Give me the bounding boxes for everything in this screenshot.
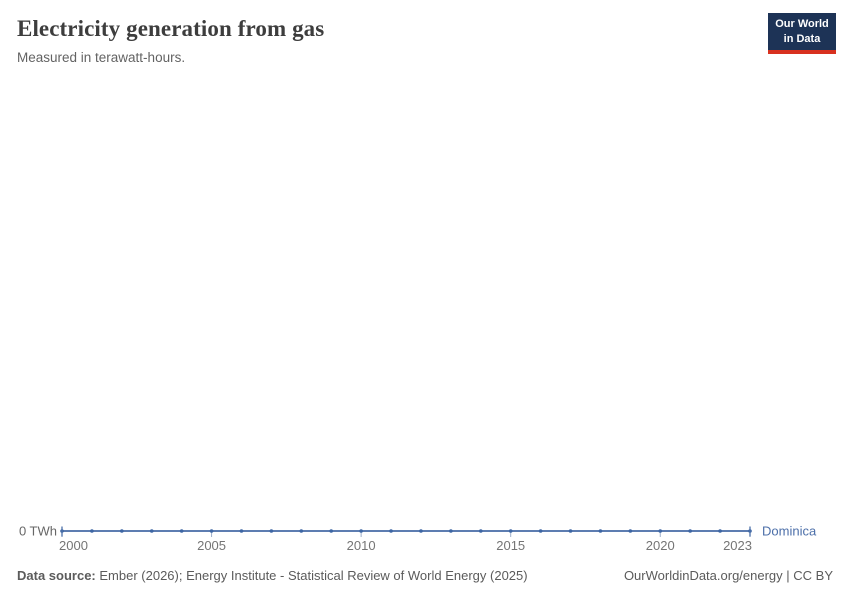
data-point-marker xyxy=(658,529,663,533)
data-point-marker xyxy=(419,529,423,533)
chart-footer: Data source: Ember (2026); Energy Instit… xyxy=(17,568,833,583)
data-source-label: Data source: xyxy=(17,568,96,583)
data-point-marker xyxy=(389,529,393,533)
x-axis-tick-label: 2000 xyxy=(59,538,88,553)
data-point-marker xyxy=(209,529,214,533)
owid-logo-line2: in Data xyxy=(783,32,821,45)
data-point-marker xyxy=(568,529,573,533)
owid-logo-line1: Our World xyxy=(775,18,829,31)
chart-header: Electricity generation from gas Measured… xyxy=(17,15,730,65)
data-source-note: Data source: Ember (2026); Energy Instit… xyxy=(17,568,528,583)
data-point-marker xyxy=(449,529,453,533)
series-label-dominica[interactable]: Dominica xyxy=(762,524,817,539)
owid-license-link[interactable]: OurWorldinData.org/energy | CC BY xyxy=(623,568,833,583)
data-point-marker xyxy=(149,529,154,533)
data-point-marker xyxy=(718,529,722,533)
data-point-marker xyxy=(508,529,513,533)
x-axis-tick-label: 2005 xyxy=(197,538,226,553)
x-axis-tick-label: 2023 xyxy=(723,538,752,553)
x-axis-tick-label: 2015 xyxy=(496,538,525,553)
data-point-marker xyxy=(359,529,363,533)
data-point-marker xyxy=(120,529,124,533)
data-point-marker xyxy=(329,529,334,533)
chart-subtitle: Measured in terawatt-hours. xyxy=(17,49,186,65)
data-point-marker xyxy=(299,529,304,533)
data-point-marker xyxy=(179,529,184,533)
chart-title: Electricity generation from gas xyxy=(17,16,325,41)
owid-logo-box: Our World in Data xyxy=(768,13,836,50)
data-point-marker xyxy=(538,529,543,533)
data-point-marker xyxy=(478,529,483,533)
x-axis-tick-label: 2020 xyxy=(646,538,675,553)
data-source-text: Ember (2026); Energy Institute - Statist… xyxy=(99,568,528,583)
owid-logo[interactable]: Our World in Data xyxy=(768,13,836,54)
x-axis-tick-label: 2010 xyxy=(347,538,376,553)
data-point-marker xyxy=(688,529,692,533)
owid-logo-accent xyxy=(768,50,836,54)
y-axis-zero-label: 0 TWh xyxy=(19,524,57,539)
data-point-marker xyxy=(628,529,633,533)
data-point-marker xyxy=(90,529,94,533)
data-point-marker xyxy=(239,529,244,533)
data-point-marker xyxy=(598,529,603,533)
data-point-marker xyxy=(269,529,274,533)
